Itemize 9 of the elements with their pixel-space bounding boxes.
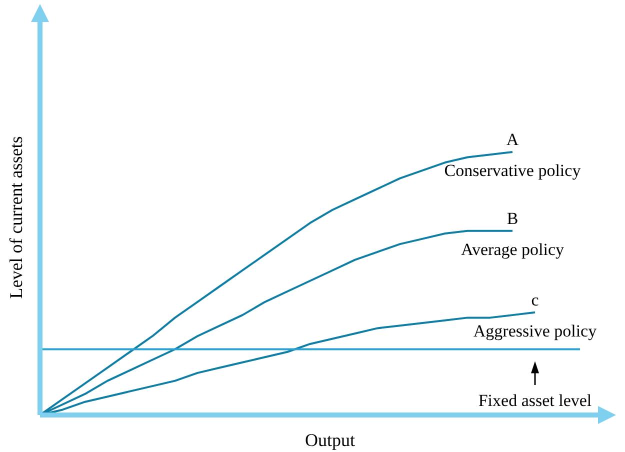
series-label: c	[531, 290, 540, 310]
annotation: Average policy	[460, 240, 565, 259]
series-label: A	[506, 130, 520, 149]
x-axis-title: Output	[304, 430, 356, 450]
series-label: B	[506, 208, 518, 228]
y-axis-title: Level of current assets	[6, 136, 26, 299]
annotation: Fixed asset level	[478, 391, 592, 410]
annotation: Aggressive policy	[473, 321, 598, 340]
annotation: Conservative policy	[444, 161, 582, 180]
